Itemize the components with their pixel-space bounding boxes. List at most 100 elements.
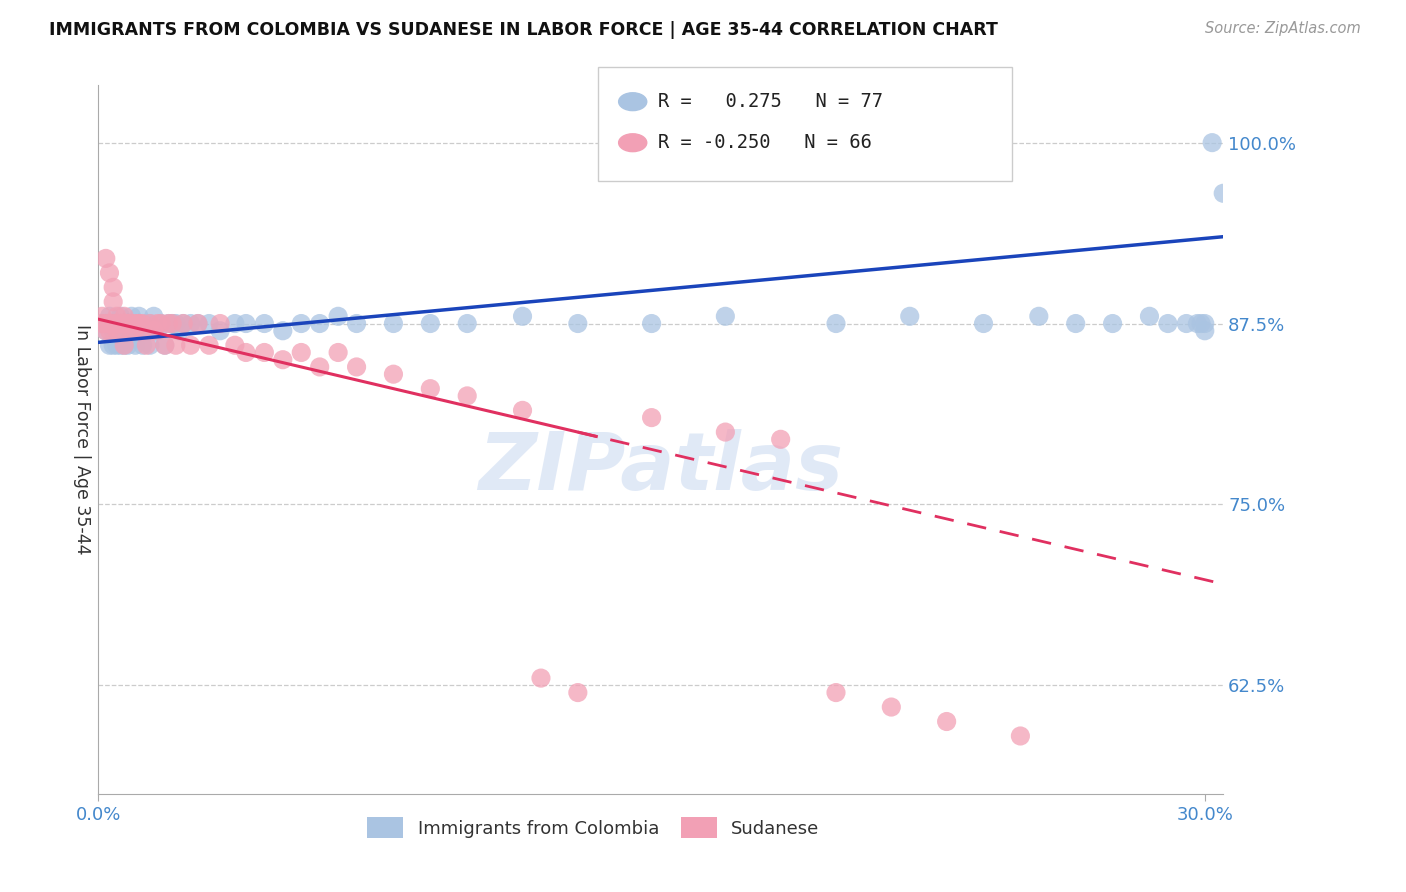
Point [224,338,246,352]
Point [124,324,146,338]
Point [1157,317,1180,331]
Point [135,317,157,331]
Point [160,317,183,331]
Point [382,317,405,331]
Point [150,317,173,331]
Point [1187,317,1209,331]
Point [1010,729,1032,743]
Point [117,317,139,331]
Point [456,317,478,331]
Point [880,700,903,714]
Point [101,317,124,331]
Point [112,317,135,331]
Point [419,382,441,396]
Point [131,324,153,338]
Point [94,317,117,331]
Point [1175,317,1198,331]
Point [209,317,232,331]
Text: Source: ZipAtlas.com: Source: ZipAtlas.com [1205,21,1361,37]
Point [187,317,209,331]
Point [172,317,194,331]
Point [94,252,117,266]
Point [112,317,135,331]
Point [714,310,737,324]
Point [121,324,143,338]
Point [180,317,202,331]
Text: R = -0.250   N = 66: R = -0.250 N = 66 [658,133,872,153]
Point [326,345,349,359]
Point [98,324,121,338]
Point [1194,324,1216,338]
Point [91,310,114,324]
Point [91,317,114,331]
Point [94,324,117,338]
Y-axis label: In Labor Force | Age 35-44: In Labor Force | Age 35-44 [73,324,91,555]
Point [105,324,128,338]
Point [769,433,792,447]
Point [567,317,589,331]
Point [98,317,121,331]
Point [121,317,143,331]
Point [935,714,957,729]
Point [1212,186,1234,201]
Point [150,317,173,331]
Point [567,685,589,699]
Point [105,317,128,331]
Point [172,317,194,331]
Point [1028,310,1050,324]
Point [512,403,534,417]
Point [110,317,132,331]
Point [128,310,150,324]
Point [512,310,534,324]
Point [117,317,139,331]
Text: R =   0.275   N = 77: R = 0.275 N = 77 [658,92,883,112]
Point [157,317,180,331]
Point [290,345,312,359]
Point [117,317,139,331]
Point [110,317,132,331]
Point [165,338,187,352]
Point [112,310,135,324]
Point [94,317,117,331]
Point [198,317,221,331]
Point [1139,310,1161,324]
Point [271,352,294,367]
Point [101,338,124,352]
Point [142,310,165,324]
Text: ZIPatlas: ZIPatlas [478,429,844,507]
Point [235,317,257,331]
Point [1064,317,1087,331]
Point [146,317,169,331]
Point [121,317,143,331]
Point [101,324,124,338]
Point [714,425,737,439]
Point [101,280,124,294]
Point [290,317,312,331]
Point [117,324,139,338]
Point [112,324,135,338]
Point [131,338,153,352]
Point [135,338,157,352]
Point [110,338,132,352]
Point [253,345,276,359]
Point [124,324,146,338]
Point [1189,317,1212,331]
Point [121,324,143,338]
Point [131,324,153,338]
Point [640,410,662,425]
Point [169,324,191,338]
Point [98,310,121,324]
Point [105,310,128,324]
Point [139,317,162,331]
Point [1101,317,1123,331]
Point [128,317,150,331]
Point [117,338,139,352]
Point [135,324,157,338]
Point [346,359,368,374]
Point [187,317,209,331]
Point [640,317,662,331]
Legend: Immigrants from Colombia, Sudanese: Immigrants from Colombia, Sudanese [359,808,828,847]
Point [98,266,121,280]
Point [1201,136,1223,150]
Point [105,317,128,331]
